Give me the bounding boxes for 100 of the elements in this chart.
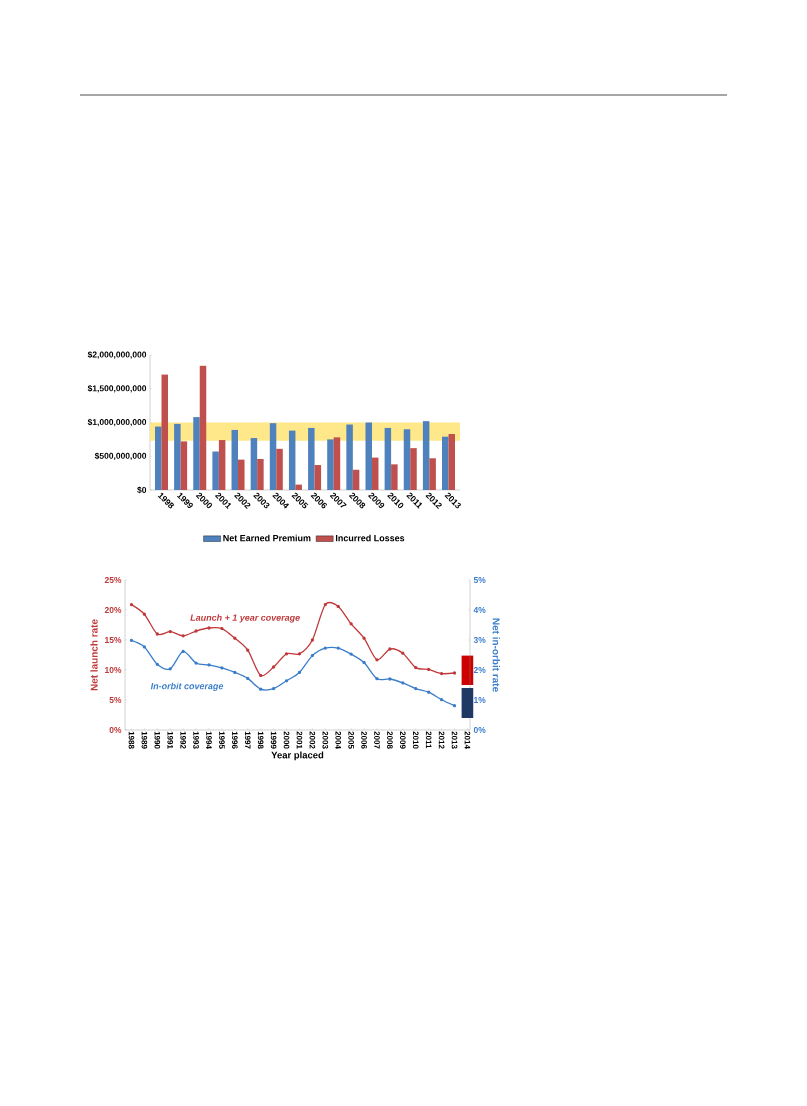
point (220, 626, 224, 631)
bar (346, 424, 353, 491)
bar (212, 451, 219, 491)
point (336, 646, 340, 650)
y-tick-label: $1,500,000,000 (87, 384, 147, 393)
y-tick-label: $2,000,000,000 (87, 351, 147, 359)
bar (218, 440, 226, 491)
bar (288, 430, 296, 491)
point (349, 622, 353, 626)
point (246, 676, 250, 681)
y-tick-label: 25% (104, 577, 122, 583)
y2-tick-label: 4% (473, 607, 486, 613)
point (233, 670, 237, 675)
point (246, 648, 250, 652)
series-label: In-orbit coverage (150, 682, 224, 691)
bar (327, 439, 334, 491)
point (414, 665, 418, 670)
bar (174, 423, 181, 491)
point (271, 665, 276, 669)
y-axis-title: Net launch rate (90, 619, 98, 691)
y2-tick-label: 0% (473, 727, 486, 733)
point (284, 679, 289, 683)
point (362, 636, 366, 640)
point (181, 649, 185, 654)
bar (352, 469, 360, 491)
y-tick-label: 10% (105, 667, 122, 673)
point (362, 660, 366, 665)
y-tick-label: 20% (104, 607, 122, 613)
y-tick-label: 0% (109, 727, 122, 733)
bar (429, 458, 436, 491)
y-tick-label: $500,000,000 (94, 452, 147, 461)
series-label: Launch + 1 year coverage (190, 614, 300, 623)
y2-tick-label: 5% (473, 577, 486, 583)
point (427, 690, 431, 694)
legend-label: Net Earned Premium (223, 534, 311, 542)
bar (410, 448, 417, 491)
point (401, 681, 405, 685)
point (336, 604, 340, 609)
y2-axis-title: Net in-orbit rate (492, 618, 500, 692)
point (297, 652, 302, 656)
bar (154, 426, 162, 491)
bar (442, 436, 449, 491)
point (427, 667, 431, 672)
y2-tick-label: 1% (474, 697, 486, 703)
point (297, 670, 302, 675)
bar (276, 448, 283, 491)
bar (314, 465, 322, 491)
point (142, 612, 147, 616)
point (414, 686, 418, 691)
point (168, 629, 172, 634)
point (284, 652, 289, 656)
point (388, 677, 392, 681)
point (194, 661, 198, 665)
point (155, 662, 159, 666)
y-tick-label: 15% (105, 637, 122, 643)
bar (180, 441, 188, 491)
x-axis-title: Year placed (271, 751, 324, 761)
bar (448, 433, 456, 491)
bar (371, 457, 379, 491)
point (271, 686, 276, 691)
y-tick-label: $0 (137, 486, 147, 494)
point (349, 652, 353, 656)
point (129, 638, 134, 642)
point (194, 629, 198, 633)
point (388, 647, 392, 651)
point (323, 646, 327, 650)
y-tick-label: 5% (109, 697, 122, 703)
point (439, 698, 444, 702)
bar (403, 429, 411, 491)
legend-label: Incurred Losses (335, 534, 405, 542)
bar (231, 429, 239, 491)
bar (250, 438, 258, 491)
point (259, 673, 263, 678)
y2-tick-label: 3% (473, 637, 486, 644)
bar (257, 458, 264, 491)
point (323, 602, 327, 607)
point (439, 671, 444, 676)
bar (199, 365, 207, 491)
bar (269, 423, 277, 491)
bar (308, 427, 315, 491)
point (310, 638, 315, 642)
point (375, 677, 379, 681)
y2-tick-label: 2% (473, 667, 486, 673)
point (207, 663, 211, 667)
bar (333, 437, 341, 491)
bar (391, 464, 398, 491)
point (142, 645, 147, 649)
point (233, 636, 237, 640)
point (401, 651, 405, 655)
point (452, 704, 457, 708)
point (452, 671, 457, 675)
point (155, 632, 159, 636)
bar (384, 427, 392, 491)
point (168, 667, 172, 671)
bar (161, 374, 168, 491)
y-tick-label: $1,000,000,000 (87, 418, 147, 427)
bar (238, 459, 245, 491)
bar (193, 417, 200, 491)
point (220, 666, 224, 670)
point (129, 602, 134, 607)
